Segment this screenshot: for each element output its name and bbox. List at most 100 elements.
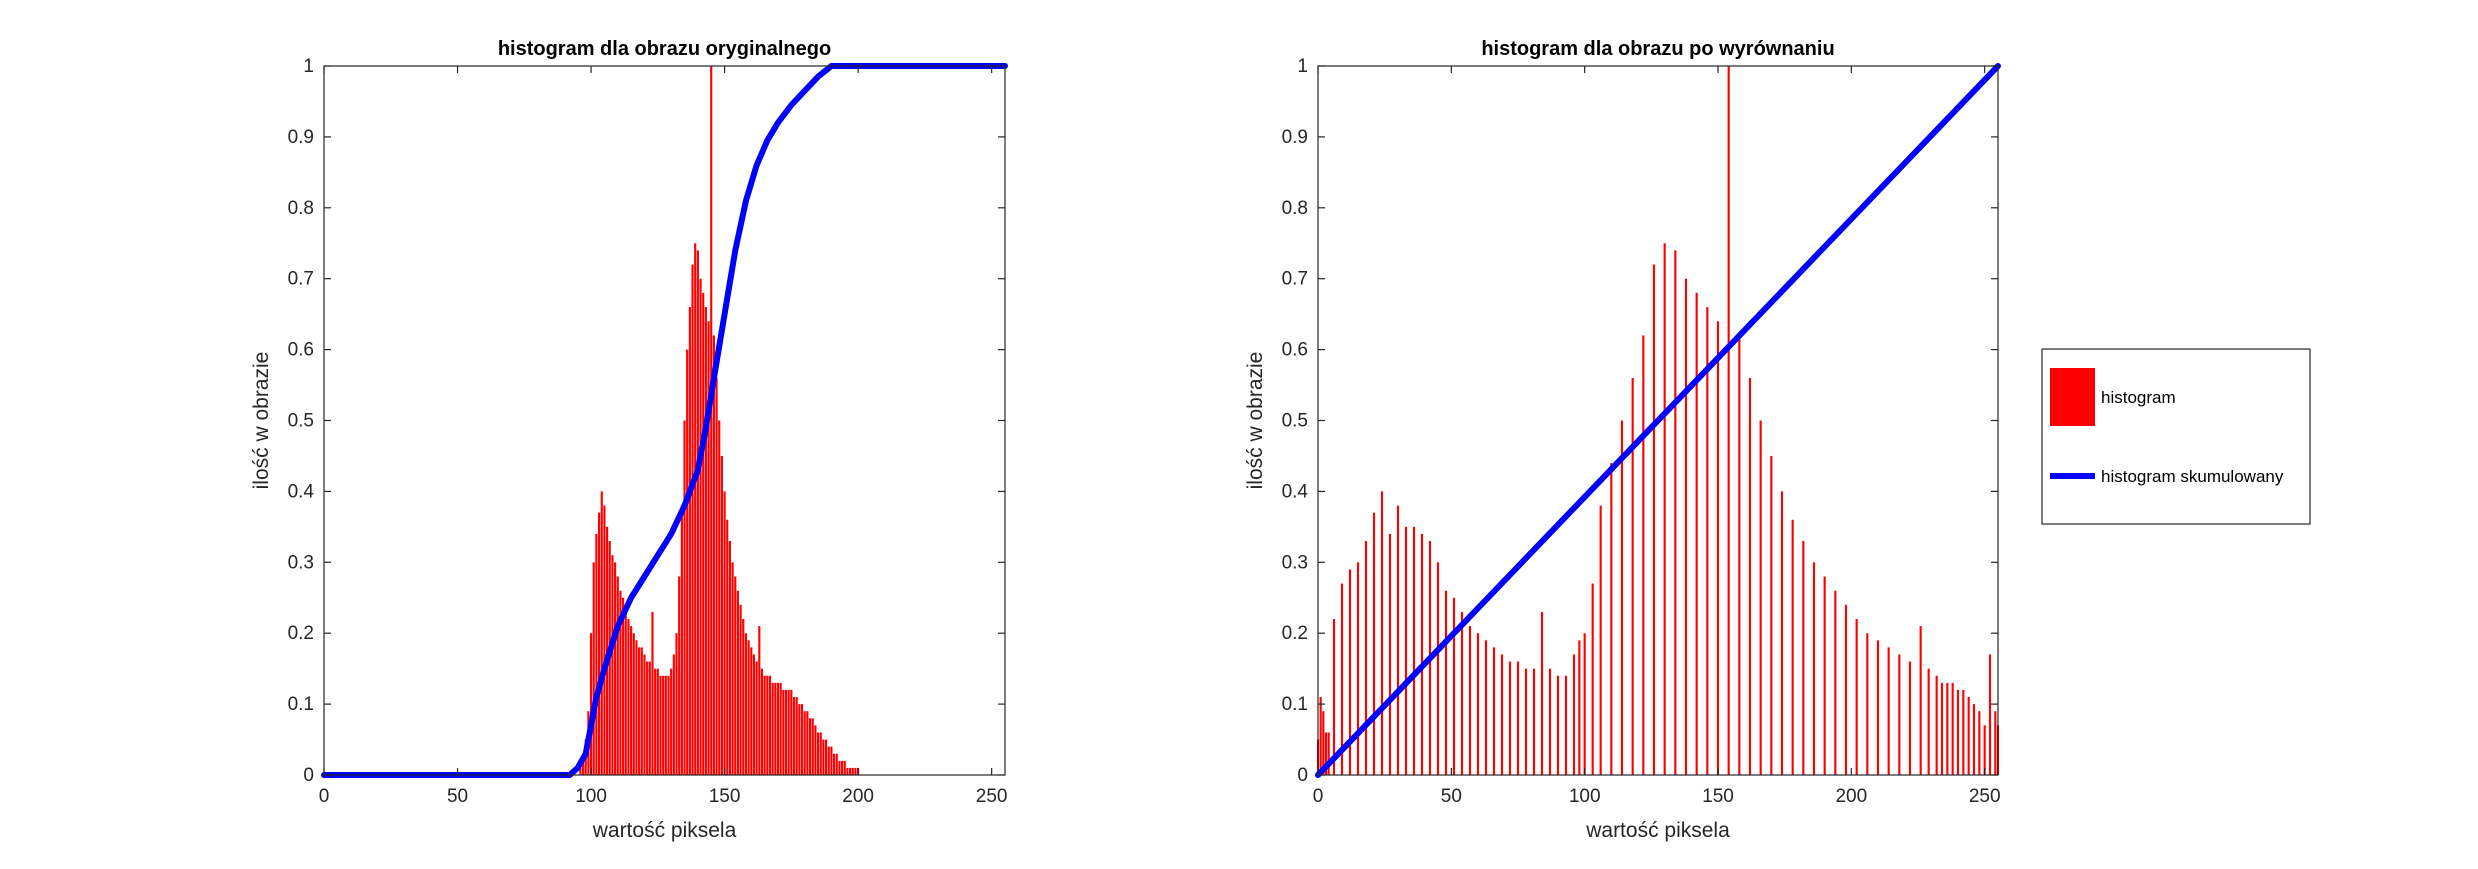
histogram-bar bbox=[816, 732, 820, 775]
histogram-bar bbox=[656, 668, 659, 775]
histogram-bar bbox=[1935, 675, 1938, 775]
histogram-bar bbox=[1508, 661, 1512, 775]
histogram-bar bbox=[1866, 633, 1869, 775]
y-axis-label: ilość w obrazie bbox=[1244, 352, 1267, 490]
histogram-bar bbox=[1452, 597, 1456, 775]
histogram-bar bbox=[1695, 292, 1698, 775]
histogram-bar bbox=[710, 66, 713, 775]
histogram-bar bbox=[672, 654, 675, 775]
histogram-bar bbox=[1524, 668, 1528, 775]
histogram-bar bbox=[1319, 697, 1322, 775]
histogram-bar bbox=[632, 633, 635, 775]
histogram-bar bbox=[1420, 533, 1424, 775]
x-tick-label: 100 bbox=[575, 786, 607, 807]
histogram-bar bbox=[1706, 307, 1709, 775]
histogram-bar bbox=[1652, 264, 1656, 775]
histogram-bar bbox=[1727, 66, 1730, 775]
histogram-bar bbox=[1327, 732, 1330, 775]
histogram-bar bbox=[1802, 541, 1805, 775]
histogram-bar bbox=[622, 597, 625, 775]
histogram-bar bbox=[595, 533, 598, 775]
histogram-bar bbox=[696, 250, 699, 776]
y-tick-label: 0.7 bbox=[288, 269, 314, 290]
histogram-bar bbox=[1674, 250, 1677, 776]
histogram-bar bbox=[800, 704, 804, 775]
histogram-bar bbox=[1578, 640, 1581, 775]
histogram-bar bbox=[611, 555, 614, 775]
histogram-bar bbox=[1834, 590, 1837, 775]
histogram-bar bbox=[774, 682, 777, 775]
histogram-bar bbox=[782, 689, 785, 775]
histogram-bars bbox=[579, 66, 860, 776]
histogram-bar bbox=[1556, 675, 1560, 775]
histogram-bar bbox=[1663, 243, 1666, 775]
histogram-bar bbox=[1404, 526, 1408, 775]
histogram-bar bbox=[614, 562, 617, 775]
histogram-bar bbox=[707, 321, 710, 775]
histogram-bar bbox=[1388, 533, 1392, 775]
histogram-bar bbox=[579, 767, 582, 775]
y-tick-label: 0.5 bbox=[1282, 411, 1308, 432]
histogram-bar bbox=[686, 349, 689, 775]
histogram-bar bbox=[1444, 590, 1448, 775]
cumulative-line bbox=[1315, 63, 2001, 778]
histogram-bar bbox=[683, 420, 686, 775]
x-tick-label: 250 bbox=[976, 786, 1008, 807]
histogram-bar bbox=[1962, 689, 1965, 775]
histogram-bar bbox=[699, 278, 702, 775]
histogram-bar bbox=[792, 697, 796, 775]
histogram-bar bbox=[849, 767, 852, 775]
x-tick-label: 0 bbox=[319, 786, 330, 807]
histogram-bar bbox=[1492, 647, 1496, 775]
histogram-bar bbox=[731, 562, 734, 775]
y-tick-label: 0.2 bbox=[1282, 623, 1308, 644]
histogram-bar bbox=[1380, 491, 1384, 775]
histogram-bars bbox=[1316, 66, 2000, 776]
histogram-bar bbox=[1876, 640, 1880, 775]
x-axis-label: wartość piksela bbox=[592, 819, 737, 842]
cumulative-line-group bbox=[1315, 63, 2001, 778]
histogram-bar bbox=[616, 576, 619, 775]
histogram-bar bbox=[841, 760, 844, 775]
y-tick-label: 0.9 bbox=[288, 127, 314, 148]
histogram-bar bbox=[712, 335, 715, 775]
histogram-bar bbox=[1476, 633, 1480, 775]
histogram-bar bbox=[811, 718, 814, 775]
x-tick-label: 50 bbox=[447, 786, 468, 807]
axes: 0 50 100 150 200 250 0 0.1 0.2 0.3 0.4 0.5 0.6 0.7 0.8… bbox=[288, 56, 1008, 807]
histogram-bar bbox=[1396, 505, 1400, 775]
histogram-bar bbox=[1500, 654, 1504, 775]
legend-histogram-swatch bbox=[2050, 368, 2095, 426]
histogram-bar bbox=[662, 675, 665, 775]
histogram-bar bbox=[854, 767, 857, 775]
histogram-bar bbox=[1738, 335, 1741, 775]
histogram-bar bbox=[747, 640, 750, 775]
histogram-bar bbox=[795, 697, 798, 775]
chart-title: histogram dla obrazu oryginalnego bbox=[498, 38, 831, 60]
histogram-bar bbox=[819, 732, 822, 775]
histogram-bar bbox=[1759, 420, 1762, 775]
histogram-bar bbox=[1340, 583, 1344, 775]
histogram-bar bbox=[1844, 604, 1848, 775]
histogram-bar bbox=[1791, 519, 1794, 775]
histogram-bar bbox=[1348, 569, 1352, 775]
histogram-bar bbox=[1978, 711, 1981, 775]
histogram-bar bbox=[1956, 689, 1960, 775]
histogram-bar bbox=[1516, 661, 1520, 775]
histogram-bar bbox=[592, 562, 595, 775]
histogram-bar bbox=[846, 767, 849, 775]
histogram-bar bbox=[654, 668, 657, 775]
y-tick-label: 0.7 bbox=[1282, 269, 1308, 290]
histogram-bar bbox=[688, 307, 691, 775]
y-tick-label: 0.6 bbox=[288, 340, 314, 361]
histogram-bar bbox=[1564, 675, 1568, 775]
histogram-bar bbox=[600, 491, 603, 775]
histogram-bar bbox=[1322, 711, 1325, 775]
histogram-bar bbox=[768, 675, 772, 775]
histogram-bar bbox=[723, 491, 726, 775]
histogram-bar bbox=[1983, 725, 1986, 775]
histogram-bar bbox=[581, 760, 585, 775]
histogram-bar bbox=[1642, 335, 1645, 775]
histogram-bar bbox=[1484, 640, 1488, 775]
histogram-bar bbox=[720, 455, 723, 775]
